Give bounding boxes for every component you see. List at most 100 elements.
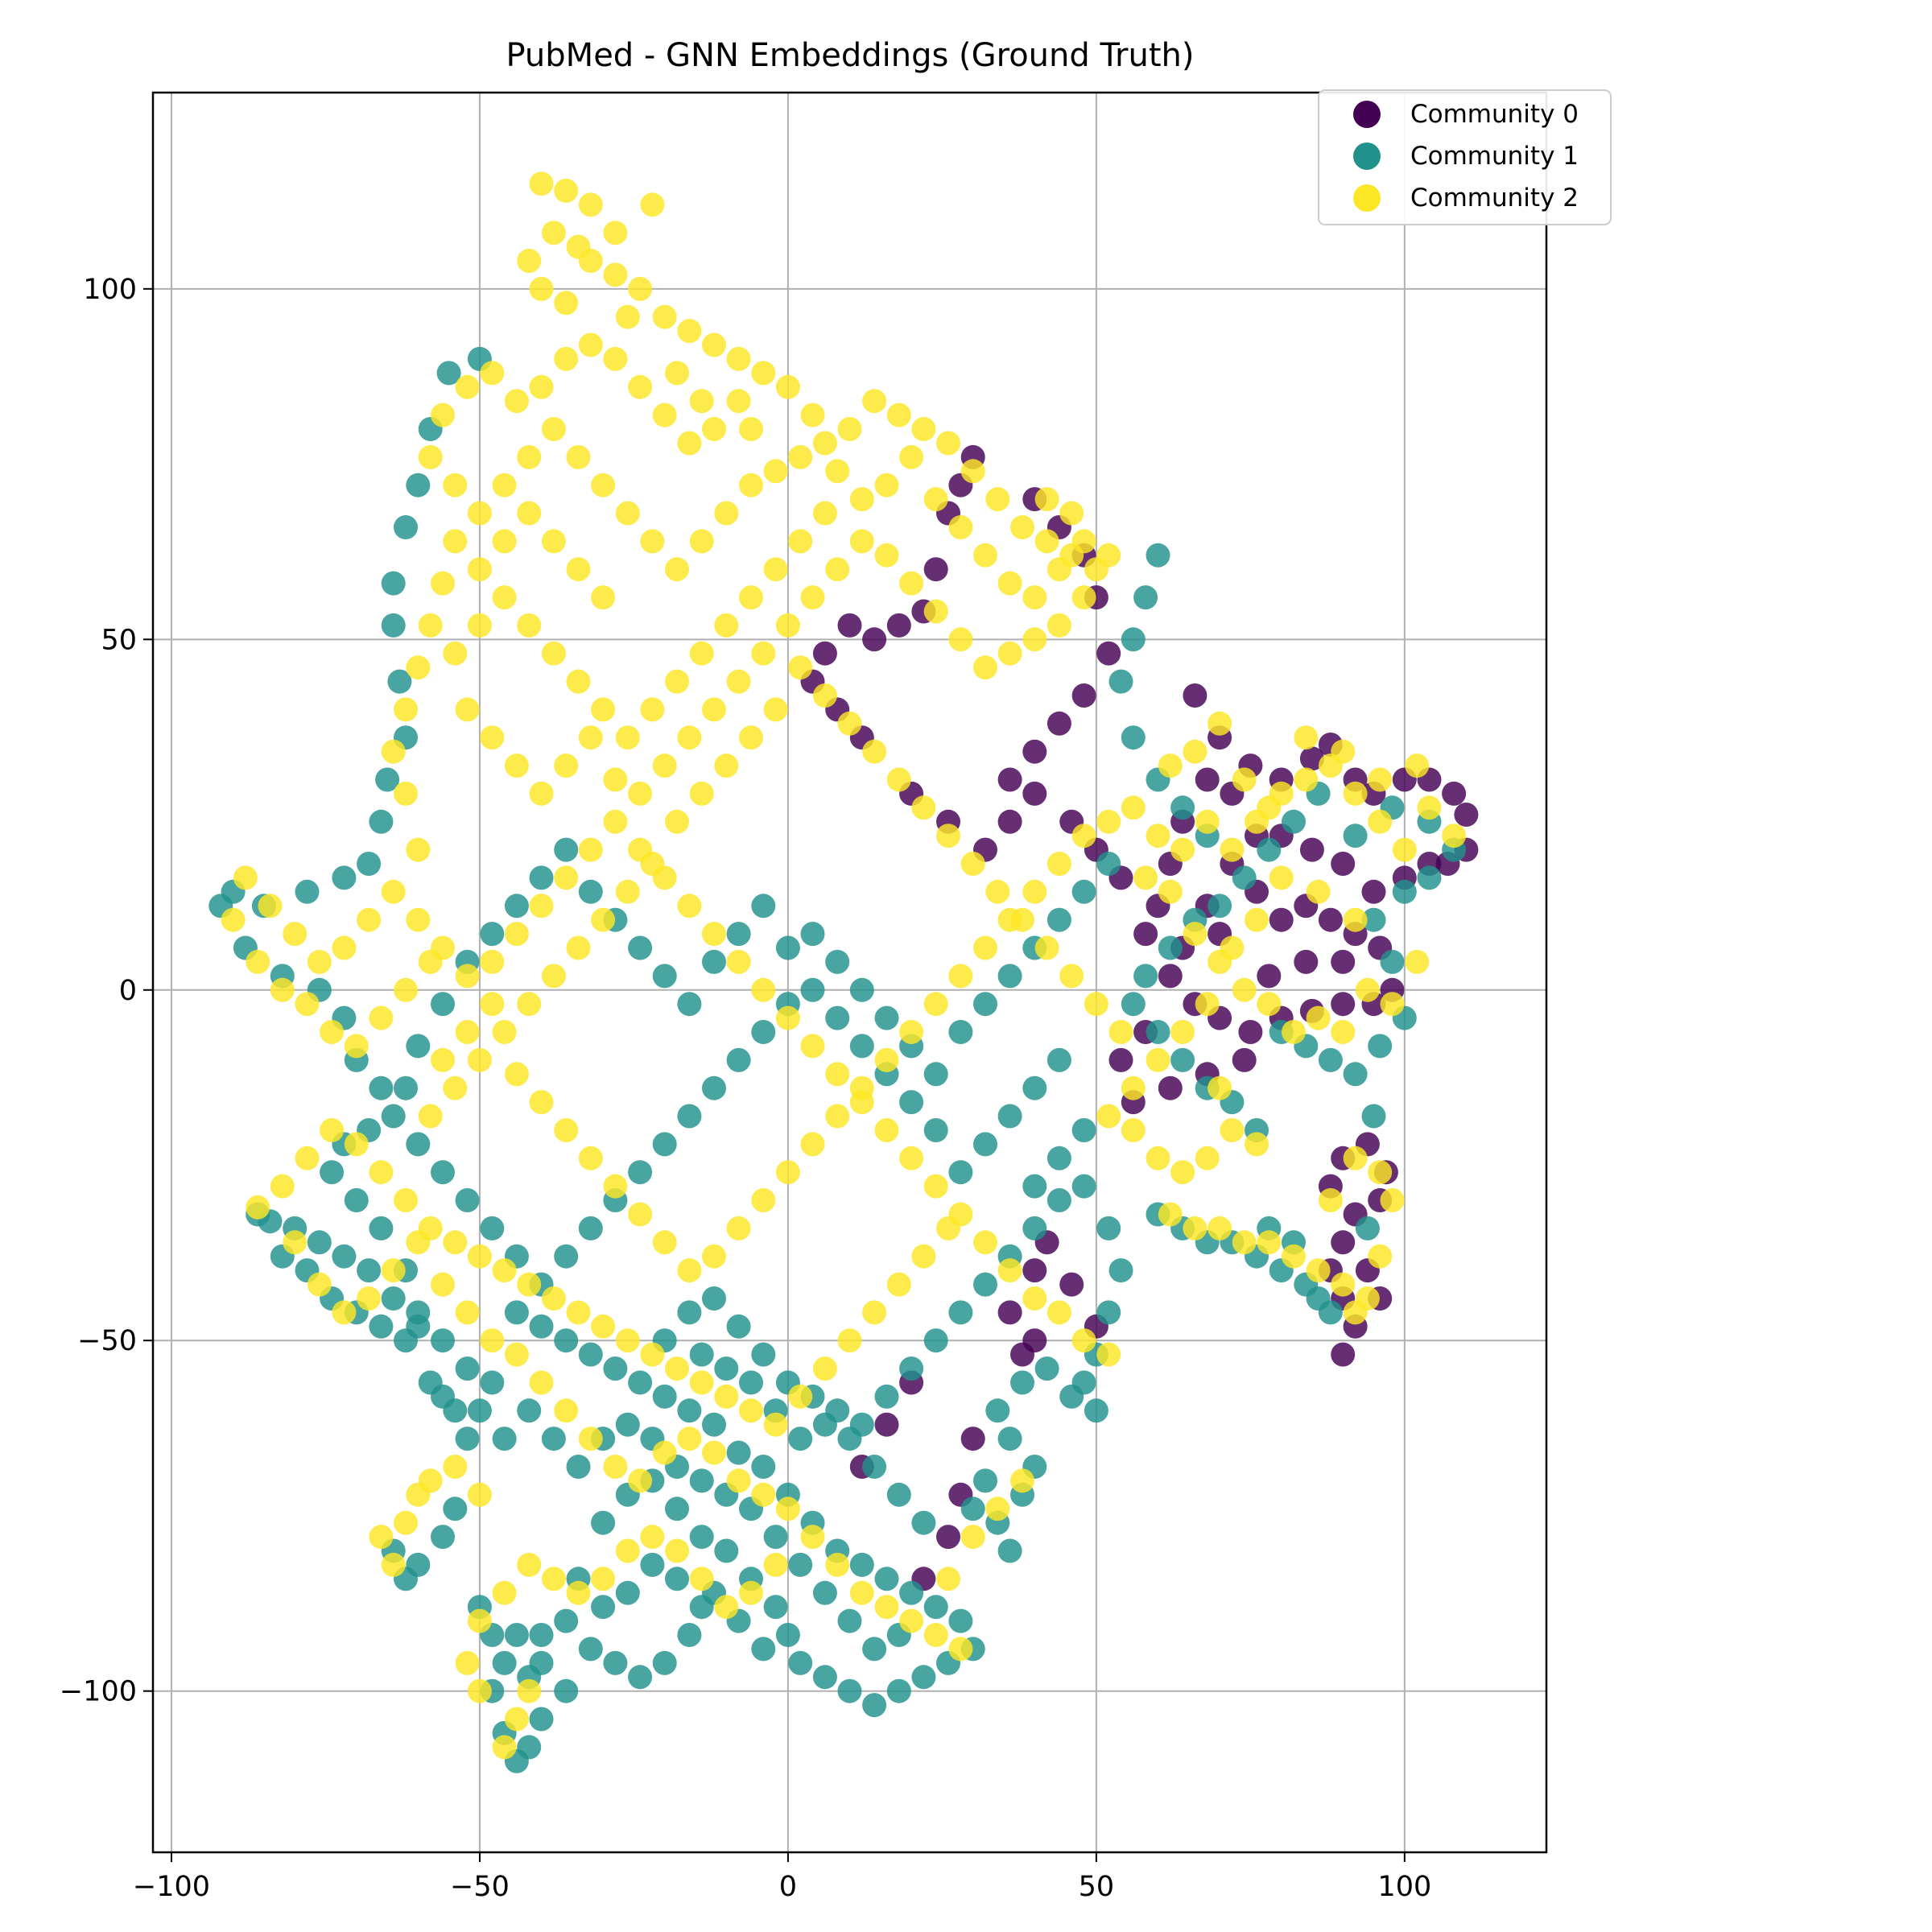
- point-community-2-270: [1232, 977, 1257, 1002]
- point-community-2-349: [1046, 852, 1071, 876]
- point-community-2-89: [258, 894, 283, 919]
- point-community-0-49: [1232, 1047, 1257, 1072]
- point-community-2-102: [381, 739, 406, 764]
- point-community-1-40: [332, 1244, 357, 1269]
- point-community-2-151: [973, 1230, 997, 1255]
- legend-label-community-1: Community 1: [1410, 142, 1579, 171]
- point-community-2-147: [874, 1118, 899, 1142]
- point-community-2-159: [886, 1272, 911, 1297]
- legend-label-community-2: Community 2: [1410, 184, 1579, 213]
- point-community-2-318: [541, 964, 566, 989]
- point-community-2-97: [369, 1005, 394, 1030]
- point-community-2-282: [1220, 935, 1245, 960]
- point-community-2-371: [665, 361, 689, 386]
- point-community-2-168: [665, 1356, 689, 1381]
- point-community-2-87: [307, 949, 332, 974]
- point-community-2-263: [1208, 711, 1232, 736]
- point-community-2-259: [1331, 739, 1356, 764]
- point-community-2-1: [554, 178, 579, 203]
- point-community-1-132: [1096, 1216, 1121, 1241]
- point-community-1-253: [1071, 879, 1096, 904]
- point-community-1-200: [997, 1104, 1022, 1129]
- point-community-2-5: [529, 276, 554, 301]
- x-tick-label-3: 50: [1079, 1871, 1115, 1903]
- point-community-2-365: [1343, 1146, 1368, 1170]
- point-community-2-29: [443, 473, 468, 497]
- point-community-1-134: [1096, 1300, 1121, 1325]
- point-community-1-192: [1121, 627, 1146, 652]
- x-tick-label-0: −100: [133, 1871, 210, 1903]
- point-community-2-294: [1208, 1075, 1232, 1100]
- point-community-1-27: [344, 1188, 369, 1212]
- point-community-2-277: [1405, 949, 1430, 974]
- point-community-2-114: [615, 725, 640, 750]
- point-community-1-104: [726, 1440, 751, 1465]
- point-community-2-143: [775, 1005, 800, 1030]
- point-community-2-123: [591, 585, 616, 610]
- point-community-0-100: [1022, 1258, 1047, 1283]
- point-community-0-11: [1454, 803, 1479, 827]
- point-community-2-271: [1257, 992, 1282, 1017]
- point-community-2-281: [1245, 907, 1269, 932]
- point-community-1-283: [911, 1510, 936, 1535]
- point-community-2-31: [492, 473, 517, 497]
- point-community-2-316: [591, 907, 616, 932]
- point-community-1-232: [554, 837, 579, 862]
- point-community-2-218: [763, 1552, 788, 1577]
- point-community-2-309: [763, 697, 788, 722]
- legend-marker-community-2: [1353, 184, 1381, 212]
- point-community-2-265: [1158, 753, 1183, 778]
- point-community-2-238: [381, 1552, 406, 1577]
- point-community-2-75: [603, 809, 628, 834]
- point-community-1-35: [455, 1426, 480, 1451]
- point-community-2-60: [973, 655, 997, 680]
- point-community-2-10: [652, 304, 677, 329]
- point-community-2-183: [295, 1146, 320, 1170]
- point-community-1-188: [1343, 1062, 1368, 1087]
- point-community-2-354: [1208, 1216, 1232, 1241]
- point-community-2-204: [726, 1468, 751, 1493]
- point-community-2-4: [517, 249, 542, 273]
- point-community-2-326: [480, 992, 505, 1017]
- point-community-2-319: [517, 992, 542, 1017]
- point-community-2-375: [800, 402, 825, 427]
- point-community-1-54: [431, 1525, 455, 1550]
- point-community-2-252: [1343, 781, 1368, 806]
- point-community-1-231: [529, 865, 554, 890]
- point-community-1-250: [997, 964, 1022, 989]
- point-community-2-67: [800, 585, 825, 610]
- point-community-2-145: [825, 1062, 850, 1087]
- point-community-2-202: [677, 1426, 702, 1451]
- point-community-1-203: [923, 1118, 948, 1142]
- point-community-0-18: [1299, 837, 1324, 862]
- point-community-2-225: [591, 1567, 616, 1591]
- point-community-2-310: [739, 725, 763, 750]
- point-community-2-308: [788, 655, 813, 680]
- point-community-2-297: [1059, 964, 1084, 989]
- point-community-2-203: [702, 1440, 726, 1465]
- point-community-0-109: [874, 1412, 899, 1437]
- point-community-2-278: [1343, 907, 1368, 932]
- point-community-2-243: [1121, 795, 1146, 820]
- point-community-2-98: [394, 977, 418, 1002]
- point-community-1-4: [394, 515, 418, 539]
- point-community-2-41: [739, 473, 763, 497]
- point-community-1-143: [973, 1468, 997, 1493]
- plot-frame: [151, 91, 1548, 1854]
- point-community-1-75: [615, 1580, 640, 1605]
- point-community-1-189: [1368, 1034, 1393, 1059]
- point-community-2-153: [1022, 1286, 1047, 1311]
- point-community-2-357: [1282, 1244, 1306, 1269]
- point-community-1-248: [948, 1020, 973, 1044]
- point-community-1-224: [406, 1132, 431, 1157]
- point-community-2-239: [369, 1525, 394, 1550]
- point-community-2-20: [603, 346, 628, 371]
- point-community-0-106: [1059, 1272, 1084, 1297]
- point-community-2-170: [615, 1328, 640, 1353]
- point-community-1-271: [541, 1426, 566, 1451]
- point-community-2-237: [394, 1510, 418, 1535]
- point-community-2-330: [578, 1146, 603, 1170]
- point-community-1-288: [788, 1426, 813, 1451]
- point-community-2-30: [467, 501, 492, 526]
- point-community-2-189: [357, 1286, 382, 1311]
